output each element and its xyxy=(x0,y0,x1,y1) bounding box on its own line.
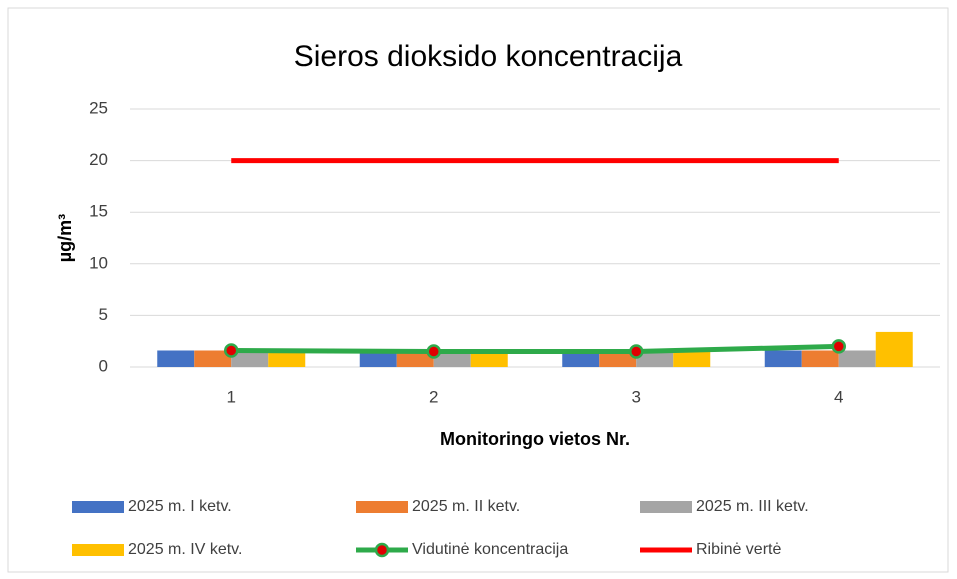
x-tick-label: 4 xyxy=(834,387,843,406)
x-tick-label: 3 xyxy=(632,387,641,406)
bar xyxy=(396,351,434,367)
y-tick-label: 25 xyxy=(89,98,108,117)
y-tick-label: 15 xyxy=(89,202,108,221)
x-tick-label: 1 xyxy=(227,387,236,406)
y-tick-label: 0 xyxy=(99,356,108,375)
y-axis-title: µg/m³ xyxy=(55,214,75,262)
legend-marker xyxy=(374,542,390,558)
bar xyxy=(268,350,306,367)
bar xyxy=(599,351,637,367)
bar xyxy=(470,351,508,367)
legend-label: 2025 m. III ketv. xyxy=(696,498,809,515)
legend-label: Vidutinė koncentracija xyxy=(412,541,568,558)
legend-label: 2025 m. II ketv. xyxy=(412,498,520,515)
line-marker xyxy=(629,344,644,359)
bar xyxy=(838,350,876,367)
y-tick-label: 10 xyxy=(89,253,108,272)
bar xyxy=(673,351,711,367)
legend-swatch xyxy=(72,544,124,556)
x-tick-label: 2 xyxy=(429,387,438,406)
bar xyxy=(359,351,397,367)
line xyxy=(231,343,839,355)
bar xyxy=(157,350,195,367)
y-tick-label: 5 xyxy=(99,305,108,324)
line-marker xyxy=(224,343,239,358)
bar xyxy=(433,351,471,367)
bar xyxy=(764,350,802,367)
bar xyxy=(801,350,839,367)
y-tick-label: 20 xyxy=(89,150,108,169)
chart-border xyxy=(7,7,949,573)
legend-label: Ribinė vertė xyxy=(696,541,781,558)
x-axis-title: Monitoringo vietos Nr. xyxy=(440,429,630,449)
line-marker xyxy=(426,344,441,359)
bar xyxy=(562,351,600,367)
legend-swatch xyxy=(356,501,408,513)
legend-swatch xyxy=(72,501,124,513)
bar xyxy=(636,351,674,367)
bar xyxy=(231,350,269,367)
chart-title: Sieros dioksido koncentracija xyxy=(294,40,683,73)
legend-label: 2025 m. IV ketv. xyxy=(128,541,242,558)
bar xyxy=(194,350,232,367)
line-marker xyxy=(831,339,846,354)
legend-swatch xyxy=(640,501,692,513)
bar xyxy=(875,331,913,367)
legend-label: 2025 m. I ketv. xyxy=(128,498,232,515)
